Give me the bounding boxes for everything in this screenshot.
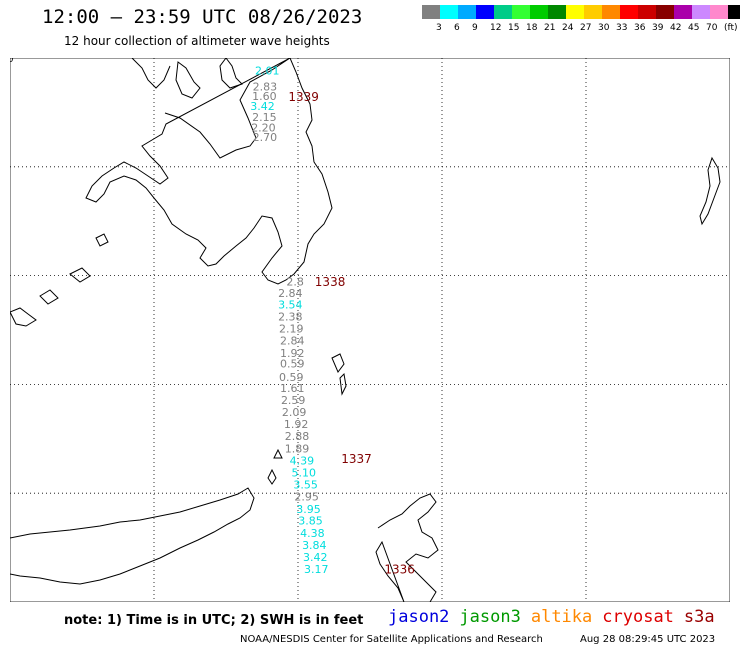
wave-height-value: 3.17: [304, 563, 329, 576]
color-legend-swatch: [458, 5, 476, 19]
map-frame: [10, 58, 730, 602]
color-legend-label: 24: [562, 23, 574, 33]
wave-height-value: 1.60: [252, 90, 277, 103]
color-legend-label: 12: [490, 23, 502, 33]
wave-height-value: 2.20: [251, 122, 276, 135]
color-legend-label: 18: [526, 23, 538, 33]
color-legend-label: 39: [652, 23, 664, 33]
wave-height-value: 1.61: [280, 382, 305, 395]
color-legend-label: 15: [508, 23, 520, 33]
wave-height-value: 2.84: [280, 334, 305, 347]
wave-height-value: 2.8: [286, 276, 304, 289]
coastline-sulawesi: [10, 487, 255, 585]
wave-height-value: 3.85: [298, 514, 323, 527]
wave-height-value: 1.89: [285, 443, 310, 456]
wave-height-value: 3.55: [293, 478, 318, 491]
coastline-mindanao: [85, 58, 333, 285]
wave-height-value: 1.92: [280, 347, 305, 360]
page-title: 12:00 – 23:59 UTC 08/26/2023: [42, 6, 363, 28]
color-legend-unit: (ft): [724, 23, 738, 33]
color-legend-swatch: [422, 5, 440, 19]
wave-height-value: 2.19: [279, 322, 304, 335]
coastline-north-island: [131, 58, 243, 99]
wave-height-value: 4.38: [300, 527, 325, 540]
color-legend-label: 30: [598, 23, 610, 33]
coastlines: [10, 58, 721, 602]
wave-height-value: 2.70: [253, 131, 278, 144]
wave-height-value: 3.42: [303, 551, 328, 564]
color-legend-label: 3: [436, 23, 442, 33]
coastline-halmahera: [375, 493, 439, 602]
wave-height-value: 2.01: [255, 65, 280, 78]
wave-height-value: 5.10: [292, 467, 317, 480]
satellite-legend-item: jason2: [388, 607, 450, 627]
color-legend-label: 70: [706, 23, 718, 33]
wave-height-value: 0.59: [279, 371, 304, 384]
pass-number-label: 1336: [384, 562, 415, 576]
color-legend-label: 42: [670, 23, 682, 33]
color-legend-swatch: [692, 5, 710, 19]
color-legend-swatch: [674, 5, 692, 19]
wave-height-value: 1.92: [284, 418, 309, 431]
map-gridlines: [10, 58, 730, 602]
color-legend-swatch: [638, 5, 656, 19]
wave-height-value: 2.95: [294, 490, 319, 503]
color-legend-label: 27: [580, 23, 592, 33]
wave-height-value: 0.59: [280, 358, 305, 371]
color-legend-swatch: [728, 5, 740, 19]
page-subtitle: 12 hour collection of altimeter wave hei…: [64, 34, 330, 48]
color-legend-swatch: [656, 5, 674, 19]
wave-height-track: 2.012.831.603.422.152.202.702.82.843.542…: [250, 65, 328, 576]
color-legend-swatch: [476, 5, 494, 19]
satellite-legend-item: cryosat: [602, 607, 674, 627]
wave-height-value: 2.83: [253, 80, 278, 93]
color-legend-label: 33: [616, 23, 628, 33]
color-legend-swatch: [566, 5, 584, 19]
color-legend-label: 6: [454, 23, 460, 33]
color-legend-label: 45: [688, 23, 700, 33]
satellite-legend: jason2 jason3 altika cryosat s3a: [388, 607, 725, 627]
wave-height-value: 3.95: [296, 503, 321, 516]
color-legend-swatch: [440, 5, 458, 19]
color-legend-swatch: [548, 5, 566, 19]
color-legend-label: 9: [472, 23, 478, 33]
generated-timestamp: Aug 28 08:29:45 UTC 2023: [580, 634, 716, 645]
latitude-labels: 1086420: [10, 58, 14, 65]
coastline-islands-west: [10, 233, 109, 327]
pass-labels: 1339 1338 1337 1336: [288, 90, 415, 576]
wave-height-value: 2.84: [278, 287, 303, 300]
wave-height-value: 3.42: [250, 100, 275, 113]
wave-height-value: 4.39: [290, 455, 315, 468]
color-legend-swatch: [710, 5, 728, 19]
color-legend-swatch: [620, 5, 638, 19]
coastline-sangihe: [267, 353, 347, 485]
satellite-legend-item: altika: [530, 607, 593, 627]
wave-height-map: 1086420 120123126129132135 2.012.831.603…: [10, 58, 730, 602]
wave-height-value: 2.09: [282, 406, 307, 419]
color-legend-swatch: [584, 5, 602, 19]
wave-height-value: 2.88: [285, 430, 310, 443]
pass-number-label: 1338: [315, 275, 346, 289]
wave-height-value: 3.84: [302, 539, 327, 552]
wave-height-value: 2.38: [278, 310, 303, 323]
satellite-legend-item: s3a: [683, 607, 715, 627]
credit-line: NOAA/NESDIS Center for Satellite Applica…: [240, 634, 543, 645]
color-legend-swatch: [602, 5, 620, 19]
wave-height-value: 2.59: [281, 394, 306, 407]
color-legend-label: 21: [544, 23, 556, 33]
color-legend-swatch: [512, 5, 530, 19]
wave-height-value: 2.15: [252, 111, 277, 124]
satellite-legend-item: jason3: [459, 607, 521, 627]
latitude-tick-label: 10: [10, 58, 14, 65]
color-legend-label: 36: [634, 23, 646, 33]
pass-number-label: 1339: [288, 90, 319, 104]
footer-note: note: 1) Time is in UTC; 2) SWH is in fe…: [64, 613, 364, 628]
color-legend-swatch: [530, 5, 548, 19]
color-legend-swatch: [494, 5, 512, 19]
wave-height-value: 3.54: [278, 298, 303, 311]
pass-number-label: 1337: [341, 452, 372, 466]
coastline-palau: [699, 156, 721, 226]
